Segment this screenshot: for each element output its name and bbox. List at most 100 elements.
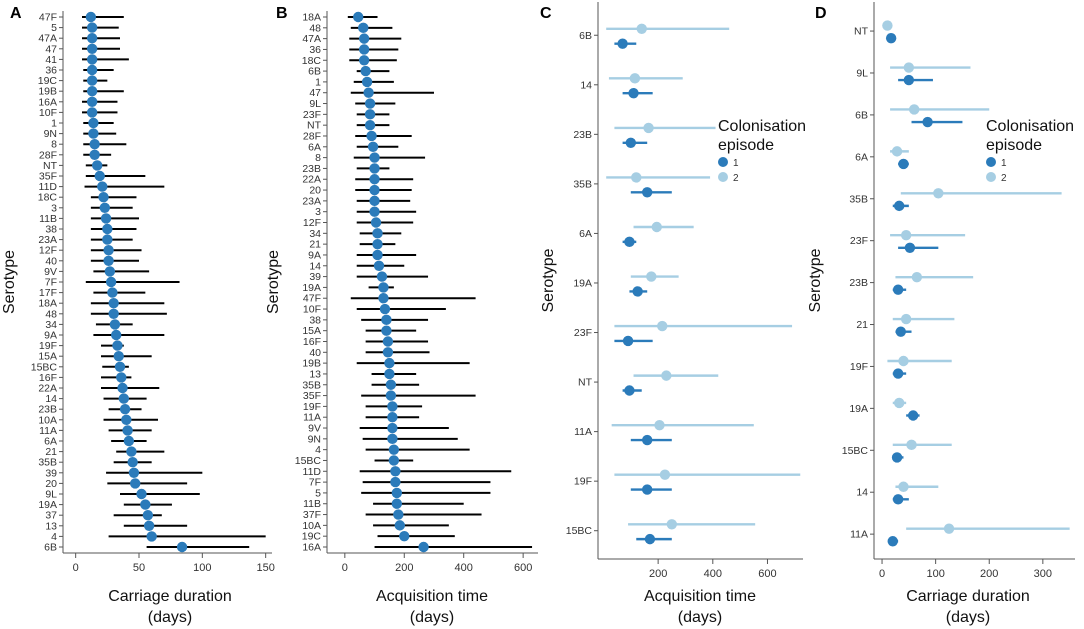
x-axis-title-line2: (days) <box>148 609 192 626</box>
point-11D <box>97 181 108 192</box>
point-14 <box>373 260 385 271</box>
legend-label-1: 1 <box>1001 158 1007 169</box>
point-36 <box>358 44 370 55</box>
point-10F <box>86 107 98 118</box>
legend: Colonisation episode 1 2 <box>718 118 806 184</box>
point-15BC-episode-2 <box>906 439 917 451</box>
y-tick-label: 6A <box>308 141 321 153</box>
legend-marker-1 <box>986 157 996 167</box>
point-14-episode-1 <box>892 494 904 505</box>
point-23A <box>369 195 380 207</box>
point-35B-episode-2 <box>631 172 642 183</box>
point-16F <box>116 372 127 383</box>
point-35F <box>385 390 397 401</box>
legend-label-1: 1 <box>733 158 739 169</box>
point-20 <box>369 184 380 196</box>
point-9V <box>104 266 116 277</box>
y-tick-label: 19B <box>302 358 321 370</box>
y-tick-label: 16F <box>303 336 321 348</box>
point-10F <box>379 303 391 315</box>
y-tick-label: 23B <box>573 129 592 141</box>
legend: Colonisation episode 1 2 <box>986 118 1074 184</box>
y-tick-label: 6A <box>44 436 57 448</box>
y-tick-label: 23A <box>302 195 321 207</box>
point-37F <box>393 509 404 520</box>
y-tick-label: 5 <box>315 487 321 499</box>
point-20 <box>130 478 141 489</box>
y-tick-label: 5 <box>51 22 57 34</box>
y-tick-label: 14 <box>45 393 57 405</box>
y-tick-label: 6A <box>855 151 868 163</box>
point-19A-episode-1 <box>632 286 643 297</box>
y-tick-label: 10F <box>39 107 57 119</box>
point-6A <box>123 435 135 447</box>
panel-label: A <box>10 5 22 22</box>
y-tick-label: 20 <box>309 185 321 197</box>
y-tick-label: NT <box>854 26 869 38</box>
y-tick-label: 38 <box>45 224 57 236</box>
y-tick-label: 9V <box>44 266 57 278</box>
point-NT-episode-1 <box>885 32 897 44</box>
y-tick-label: 10F <box>303 304 321 316</box>
y-tick-label: 11D <box>39 181 58 193</box>
legend-title-line1: Colonisation <box>986 118 1074 135</box>
y-tick-label: 35B <box>302 379 321 391</box>
point-41 <box>86 54 98 65</box>
legend-label-2: 2 <box>1001 173 1007 184</box>
point-9L-episode-1 <box>903 74 915 86</box>
panel-label: D <box>815 5 827 22</box>
y-tick-label: 19F <box>39 340 57 352</box>
x-tick-label: 100 <box>926 568 944 580</box>
y-tick-label: 9A <box>44 330 57 342</box>
y-tick-label: 6B <box>855 109 868 121</box>
y-tick-label: 35F <box>303 390 321 402</box>
point-47F <box>378 293 389 304</box>
panel-C: 200 400 600 6B 14 23B 35B 6A 19A 23F NT 11A 19F 15BC C… <box>540 2 806 626</box>
point-19F-episode-1 <box>642 484 653 495</box>
y-tick-label: 21 <box>45 446 57 458</box>
y-tick-label: 16A <box>302 542 321 554</box>
y-tick-label: 35F <box>39 171 57 183</box>
y-tick-label: 12F <box>303 217 321 229</box>
x-tick-label: 200 <box>980 568 998 580</box>
x-tick-label: 0 <box>879 568 885 580</box>
point-11A <box>122 425 133 436</box>
point-47F <box>85 11 97 23</box>
y-tick-label: 13 <box>45 520 57 532</box>
y-tick-label: 40 <box>45 255 57 267</box>
y-tick-label: 37 <box>45 510 57 522</box>
point-5 <box>86 22 98 33</box>
y-tick-label: 23F <box>574 327 592 339</box>
y-tick-label: 9N <box>308 433 321 445</box>
y-tick-label: 21 <box>856 319 868 331</box>
point-10A <box>121 414 132 425</box>
point-19A <box>140 499 151 510</box>
point-23A <box>102 234 113 245</box>
point-19F-episode-2 <box>659 469 671 480</box>
y-tick-label: 11A <box>850 529 868 541</box>
y-tick-label: 36 <box>309 44 321 56</box>
point-12F <box>103 245 114 256</box>
x-tick-label: 200 <box>395 562 413 574</box>
point-34 <box>109 319 121 330</box>
point-15A <box>113 351 124 362</box>
y-tick-label: 22A <box>302 174 321 186</box>
point-18C <box>358 55 370 66</box>
y-tick-label: 19A <box>302 282 321 294</box>
x-tick-label: 600 <box>758 568 776 580</box>
y-tick-label: 47F <box>303 293 321 305</box>
point-14-episode-2 <box>898 481 909 492</box>
point-9L <box>364 98 376 109</box>
point-1 <box>361 76 373 88</box>
point-15BC <box>388 455 400 466</box>
point-7F <box>390 476 401 488</box>
x-tick-label: 0 <box>342 562 348 574</box>
y-tick-label: 18A <box>38 298 57 310</box>
y-tick-label: 4 <box>51 531 57 543</box>
y-tick-label: 6B <box>308 66 321 78</box>
point-47A <box>86 33 98 44</box>
point-6A-episode-2 <box>891 146 903 157</box>
point-9L <box>136 488 147 500</box>
point-6B <box>360 65 371 77</box>
x-axis-title-line2: (days) <box>678 609 722 626</box>
